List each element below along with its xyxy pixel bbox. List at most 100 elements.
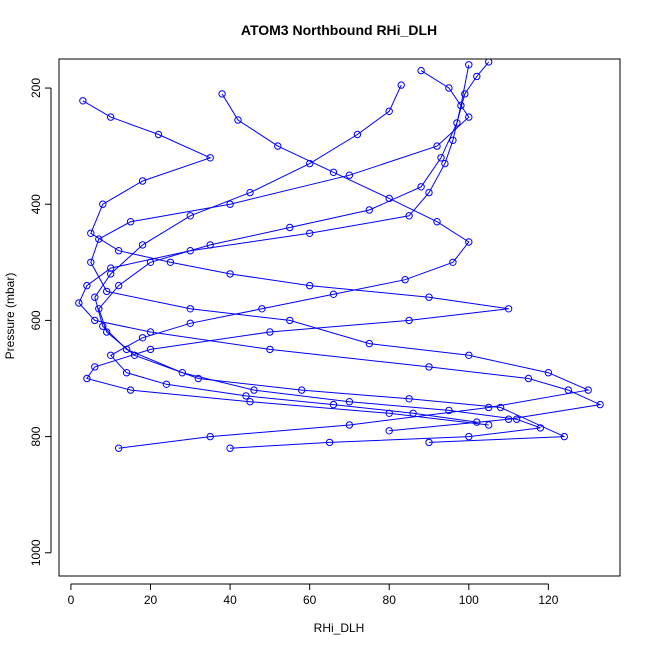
data-point xyxy=(83,374,91,383)
data-point xyxy=(365,339,373,348)
data-point xyxy=(87,258,95,266)
data-point xyxy=(596,400,604,409)
data-point xyxy=(485,421,493,429)
data-point xyxy=(186,305,195,313)
data-point xyxy=(524,374,533,383)
data-point xyxy=(465,351,473,359)
data-point xyxy=(353,130,362,139)
x-tick-label: 40 xyxy=(223,593,237,607)
data-point xyxy=(433,218,441,226)
x-tick-label: 0 xyxy=(68,593,75,607)
data-point xyxy=(130,351,139,359)
data-point xyxy=(186,212,195,220)
data-point xyxy=(138,334,147,342)
data-point xyxy=(226,444,234,452)
data-point xyxy=(405,212,413,220)
data-point xyxy=(178,369,187,377)
series-line-2 xyxy=(78,64,602,432)
data-point xyxy=(266,328,274,336)
data-point xyxy=(325,438,334,447)
data-point xyxy=(95,305,103,313)
data-point xyxy=(162,380,171,388)
data-point xyxy=(122,369,131,377)
data-point xyxy=(425,293,433,301)
series-line-4 xyxy=(98,61,565,443)
data-point xyxy=(437,154,445,162)
data-point xyxy=(564,386,572,394)
x-axis-label: RHi_DLH xyxy=(314,621,365,635)
data-point xyxy=(441,159,449,168)
data-point xyxy=(107,351,115,359)
data-point xyxy=(107,270,115,278)
data-point xyxy=(186,319,195,327)
data-point xyxy=(417,66,425,75)
data-point xyxy=(453,119,461,127)
data-point xyxy=(234,116,242,124)
data-point xyxy=(485,403,493,412)
data-point xyxy=(103,287,111,296)
data-point xyxy=(365,206,373,214)
data-point xyxy=(107,264,115,272)
data-point xyxy=(584,386,592,394)
data-point xyxy=(79,97,87,105)
data-point xyxy=(250,386,258,394)
data-point xyxy=(91,293,99,301)
data-point xyxy=(425,438,433,447)
data-point xyxy=(461,90,469,98)
data-point xyxy=(465,113,473,121)
data-point xyxy=(286,316,294,325)
data-point xyxy=(146,258,155,266)
data-point xyxy=(345,171,354,179)
axes-layer: 0 20 40 60 80 100 120 200 400 600 800 1000 xyxy=(29,78,559,607)
data-point xyxy=(409,409,417,417)
data-point xyxy=(473,72,481,81)
series-line-1 xyxy=(90,70,590,449)
data-point xyxy=(449,136,457,145)
data-point xyxy=(329,168,338,177)
data-point xyxy=(246,398,254,406)
data-point xyxy=(274,142,282,150)
data-layer xyxy=(75,59,604,452)
data-point xyxy=(206,154,214,162)
data-point xyxy=(115,281,123,290)
data-point xyxy=(496,403,505,412)
data-point xyxy=(385,427,393,435)
data-point xyxy=(226,200,234,208)
data-point xyxy=(258,305,266,313)
data-point xyxy=(417,183,425,191)
x-tick-label: 60 xyxy=(303,593,317,607)
data-point xyxy=(397,81,405,89)
data-point xyxy=(91,363,99,371)
data-point xyxy=(473,418,481,426)
plot-frame xyxy=(58,58,621,577)
data-point xyxy=(405,395,413,403)
data-point xyxy=(306,159,314,168)
data-point xyxy=(206,432,214,441)
data-point xyxy=(401,276,409,284)
data-point xyxy=(218,90,226,98)
data-point xyxy=(166,258,175,266)
y-tick-label: 200 xyxy=(29,78,43,98)
data-point xyxy=(298,386,306,394)
data-point xyxy=(560,432,568,441)
data-point xyxy=(95,235,103,243)
data-point xyxy=(345,398,354,406)
data-point xyxy=(83,281,91,290)
data-point xyxy=(99,322,107,330)
chart-title: ATOM3 Northbound RHi_DLH xyxy=(241,22,437,38)
data-point xyxy=(465,238,473,246)
data-point xyxy=(536,424,545,432)
data-point xyxy=(465,432,473,441)
x-tick-label: 120 xyxy=(538,593,558,607)
data-point xyxy=(385,107,393,116)
y-tick-label: 600 xyxy=(29,310,43,330)
data-point xyxy=(138,241,147,249)
data-point xyxy=(242,392,250,400)
data-point xyxy=(91,316,99,325)
data-point xyxy=(115,444,123,452)
series-line-5 xyxy=(109,93,477,423)
data-point xyxy=(138,177,147,185)
data-point xyxy=(445,406,453,415)
